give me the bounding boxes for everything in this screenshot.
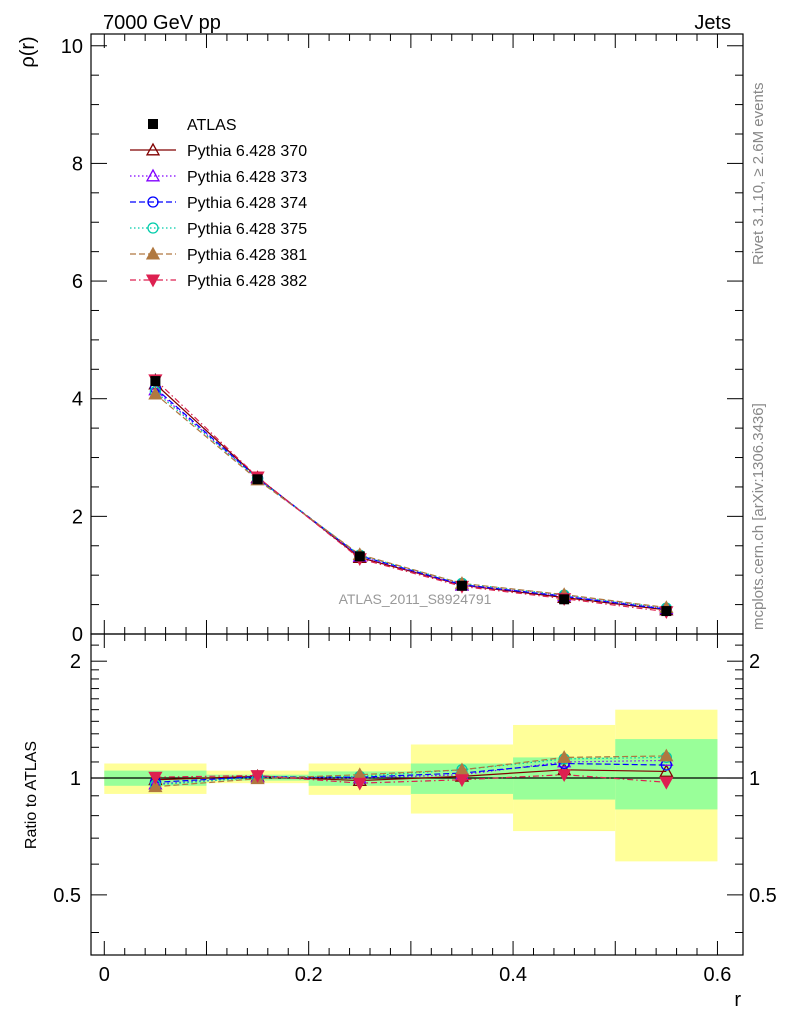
series-main-0 <box>148 376 674 616</box>
legend-marker <box>145 142 161 156</box>
main-y-tick-label: 10 <box>61 36 83 58</box>
axes-layer: 0 2 4 6 8 10 0 0.2 0.4 0.6 0.5 0.5 1 1 2 2 <box>53 33 777 986</box>
main-y-tick-label: 8 <box>72 153 83 175</box>
series-main-3 <box>149 385 673 614</box>
series-point-ratio <box>148 779 163 793</box>
legend-marker <box>145 168 161 182</box>
legend-label: Pythia 6.428 370 <box>187 143 307 160</box>
legend-entry: Pythia 6.428 382 <box>130 273 307 290</box>
legend-entry: Pythia 6.428 374 <box>130 195 307 212</box>
series-point-ratio <box>454 774 470 788</box>
legend-marker <box>145 274 161 288</box>
legend-marker <box>147 222 159 234</box>
legend-label: Pythia 6.428 373 <box>187 169 307 186</box>
legend-label: ATLAS <box>187 117 237 134</box>
ratio-y-tick-label-right: 2 <box>749 651 760 673</box>
series-point-ratio <box>659 748 674 762</box>
series-line-main <box>154 379 667 613</box>
legend-entry: Pythia 6.428 370 <box>130 142 307 160</box>
ratio-y-tick-label: 1 <box>70 768 81 790</box>
main-y-tick-label: 0 <box>72 624 83 646</box>
atlas-data-point <box>456 580 467 591</box>
series-point-ratio <box>659 764 674 777</box>
atlas-data-point <box>252 474 263 485</box>
series-main-1 <box>148 382 674 615</box>
legend-marker <box>148 119 158 129</box>
x-tick-label: 0 <box>99 964 110 986</box>
main-y-tick-label: 6 <box>72 271 83 293</box>
ratio-panel-frame <box>90 633 744 956</box>
series-line-ratio <box>155 755 667 788</box>
legend-entry: Pythia 6.428 381 <box>130 246 307 264</box>
series-ratio-4 <box>148 748 674 793</box>
series-line-ratio <box>155 762 667 783</box>
mcplots-reference-text: mcplots.cern.ch [arXiv:1306.3436] <box>750 403 767 630</box>
legend-label: Pythia 6.428 375 <box>187 221 307 238</box>
series-line-ratio <box>155 756 667 786</box>
series-point-ratio <box>557 769 572 783</box>
rivet-version-text: Rivet 3.1.10, ≥ 2.6M events <box>750 83 767 266</box>
series-point-main <box>148 386 163 400</box>
atlas-data-point <box>661 606 672 617</box>
series-point-ratio <box>250 770 265 783</box>
analysis-watermark: ATLAS_2011_S8924791 <box>339 591 492 607</box>
series-line-main <box>154 389 667 610</box>
atlas-data-point <box>354 551 365 562</box>
ratio-y-tick-label: 2 <box>70 651 81 673</box>
series-line-main <box>154 383 667 611</box>
legend-label: Pythia 6.428 382 <box>187 273 307 290</box>
series-main-5 <box>148 374 674 619</box>
series-point-ratio <box>557 750 572 763</box>
legend-entry: ATLAS <box>148 117 237 134</box>
main-y-tick-label: 2 <box>72 506 83 528</box>
legend-marker <box>147 196 159 208</box>
series-main-4 <box>148 386 674 613</box>
series-layer <box>148 373 674 793</box>
legend-marker <box>145 246 161 260</box>
series-point-ratio <box>148 771 163 785</box>
x-axis-label: r <box>734 989 741 1011</box>
series-line-ratio <box>155 769 667 782</box>
ratio-y-tick-label-right: 1 <box>749 768 760 790</box>
legend-entry: Pythia 6.428 375 <box>130 221 307 238</box>
ratio-y-axis-label: Ratio to ATLAS <box>23 741 40 849</box>
legend-label: Pythia 6.428 374 <box>187 195 307 212</box>
series-line-main <box>154 391 667 609</box>
legend-label: Pythia 6.428 381 <box>187 247 307 264</box>
main-y-tick-label: 4 <box>72 389 83 411</box>
ratio-y-tick-label-right: 0.5 <box>749 885 777 907</box>
atlas-data-point <box>559 594 570 605</box>
ratio-y-tick-label: 0.5 <box>53 885 81 907</box>
series-line-main <box>154 393 667 609</box>
series-ratio-5 <box>148 769 674 791</box>
series-main-2 <box>149 382 673 615</box>
legend: ATLAS Pythia 6.428 370 Pythia 6.428 373 Pyt… <box>130 117 307 290</box>
header-left: 7000 GeV pp <box>103 12 221 34</box>
series-point-ratio <box>659 776 674 790</box>
header-right: Jets <box>694 12 731 34</box>
legend-entry: Pythia 6.428 373 <box>130 168 307 186</box>
series-line-ratio <box>155 774 667 784</box>
x-tick-label: 0.4 <box>499 964 527 986</box>
series-point-ratio <box>352 777 367 791</box>
x-tick-label: 0.6 <box>704 964 732 986</box>
ratio-uncertainty-bands <box>91 709 743 862</box>
atlas-data-point <box>150 376 161 387</box>
x-tick-label: 0.2 <box>295 964 323 986</box>
main-y-axis-label: ρ(r) <box>17 36 39 67</box>
series-line-main <box>154 387 667 610</box>
